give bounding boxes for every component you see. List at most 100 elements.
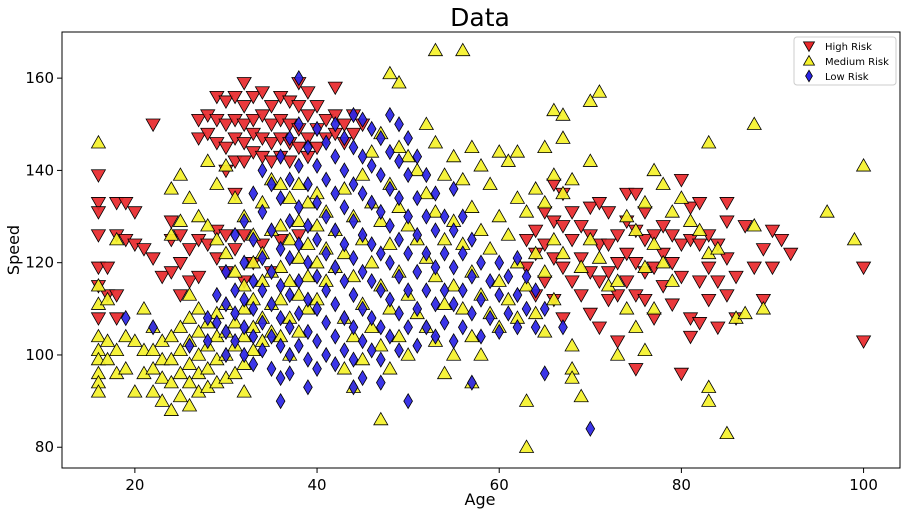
data-point bbox=[275, 337, 286, 354]
data-point bbox=[218, 157, 234, 172]
data-point bbox=[354, 351, 371, 366]
data-point bbox=[448, 332, 459, 350]
data-point bbox=[391, 199, 407, 213]
data-point bbox=[263, 118, 280, 133]
data-point bbox=[336, 181, 353, 195]
data-point bbox=[646, 236, 662, 250]
data-point bbox=[218, 118, 234, 133]
data-point bbox=[445, 347, 462, 361]
data-point bbox=[427, 42, 444, 57]
data-point bbox=[136, 301, 152, 315]
data-point bbox=[181, 374, 198, 389]
data-point bbox=[190, 301, 207, 315]
data-point bbox=[518, 277, 535, 292]
data-point bbox=[209, 176, 225, 190]
data-point bbox=[330, 296, 341, 313]
data-point bbox=[218, 245, 234, 260]
data-point bbox=[755, 301, 772, 315]
data-point bbox=[728, 270, 744, 285]
data-point bbox=[221, 346, 231, 364]
data-point bbox=[108, 312, 125, 326]
data-point bbox=[284, 249, 295, 267]
data-point bbox=[537, 139, 553, 153]
data-point bbox=[272, 291, 289, 306]
data-point bbox=[275, 369, 286, 387]
data-point bbox=[582, 231, 598, 246]
data-point bbox=[509, 190, 526, 204]
data-point bbox=[230, 282, 240, 299]
data-point bbox=[294, 116, 304, 133]
data-point bbox=[846, 231, 863, 246]
data-point bbox=[476, 254, 486, 271]
data-point bbox=[436, 231, 453, 246]
data-point bbox=[375, 129, 386, 147]
data-point bbox=[136, 243, 152, 257]
data-point bbox=[99, 333, 116, 347]
data-point bbox=[701, 134, 717, 149]
data-point bbox=[357, 111, 368, 128]
data-point bbox=[619, 247, 635, 262]
data-point bbox=[190, 208, 207, 223]
data-point bbox=[236, 384, 252, 398]
data-point bbox=[275, 392, 286, 410]
data-point bbox=[357, 148, 368, 165]
data-point bbox=[412, 263, 423, 281]
data-point bbox=[263, 100, 280, 114]
data-point bbox=[385, 106, 395, 124]
data-point bbox=[609, 257, 626, 271]
data-point bbox=[275, 240, 286, 257]
data-point bbox=[330, 356, 341, 373]
legend-box bbox=[793, 36, 897, 86]
data-point bbox=[257, 203, 268, 221]
data-point bbox=[190, 132, 207, 146]
data-point bbox=[330, 259, 341, 276]
data-point bbox=[148, 319, 158, 336]
data-point bbox=[127, 206, 143, 220]
data-point bbox=[357, 263, 368, 281]
data-point bbox=[163, 374, 179, 389]
data-point bbox=[172, 319, 189, 333]
data-point bbox=[573, 388, 589, 403]
data-point bbox=[300, 268, 316, 283]
data-point bbox=[364, 144, 380, 158]
data-point bbox=[591, 84, 608, 98]
data-point bbox=[637, 233, 653, 248]
data-point bbox=[473, 222, 489, 237]
data-point bbox=[403, 166, 413, 184]
data-point bbox=[445, 148, 462, 163]
data-point bbox=[464, 328, 480, 343]
data-point bbox=[482, 241, 498, 255]
data-point bbox=[266, 360, 277, 377]
data-point bbox=[503, 305, 514, 322]
data-point bbox=[321, 134, 331, 151]
data-point bbox=[145, 118, 161, 133]
data-point bbox=[321, 171, 331, 188]
data-point bbox=[218, 141, 234, 156]
data-point bbox=[239, 319, 249, 336]
data-point bbox=[403, 245, 413, 262]
data-point bbox=[555, 185, 571, 200]
data-point bbox=[239, 254, 249, 271]
data-point bbox=[300, 109, 316, 123]
data-point bbox=[172, 365, 189, 380]
data-point bbox=[527, 181, 544, 195]
data-point bbox=[354, 167, 371, 181]
data-point bbox=[430, 222, 441, 239]
data-point bbox=[673, 367, 690, 382]
data-point bbox=[227, 190, 243, 204]
data-point bbox=[394, 268, 404, 285]
data-point bbox=[330, 185, 341, 202]
legend: High Risk Medium Risk Low Risk bbox=[793, 36, 897, 86]
y-tick-label: 120 bbox=[25, 254, 54, 272]
data-point bbox=[245, 254, 261, 269]
data-point bbox=[336, 360, 353, 375]
data-point bbox=[582, 93, 598, 107]
data-point bbox=[655, 247, 671, 262]
data-point bbox=[339, 162, 350, 179]
data-point bbox=[172, 342, 189, 356]
data-point bbox=[600, 266, 617, 280]
data-point bbox=[564, 206, 580, 220]
data-point bbox=[272, 217, 289, 232]
data-point bbox=[537, 194, 553, 209]
